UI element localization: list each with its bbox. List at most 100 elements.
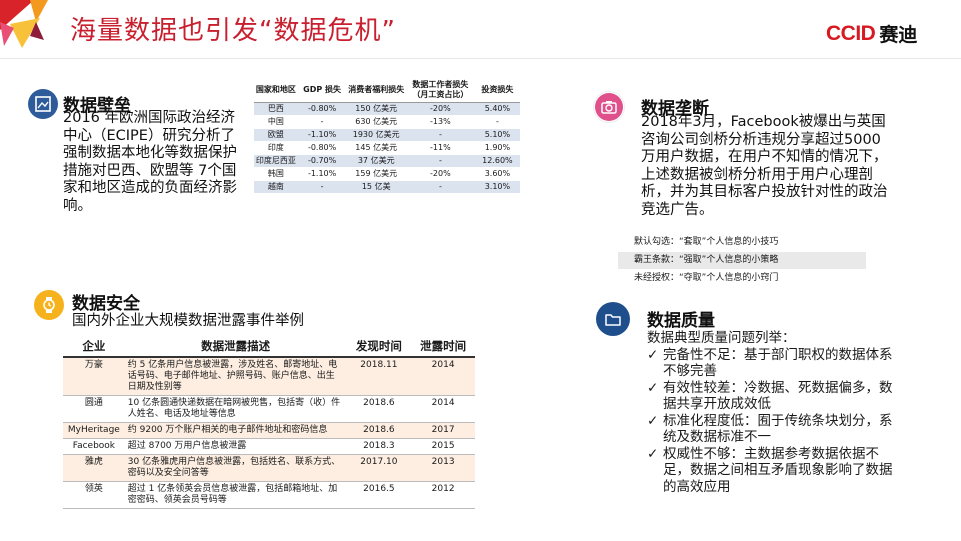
watch-icon xyxy=(34,290,64,320)
camera-icon xyxy=(593,91,625,123)
table-cell: 欧盟 xyxy=(254,128,298,142)
table-cell: - xyxy=(405,128,475,142)
table-cell: - xyxy=(297,115,347,129)
col-header: 数据工作者损失（月工资占比） xyxy=(405,78,475,103)
table-cell: 万豪 xyxy=(63,357,125,396)
col-header: 泄露时间 xyxy=(411,337,475,358)
label-default-check: 默认勾选：“套取”个人信息的小技巧 xyxy=(618,234,866,252)
table-row: 韩国 -1.10% 159 亿美元 -20% 3.60% xyxy=(254,167,520,181)
barrier-title: 数据壁垒 xyxy=(63,96,131,116)
list-item-text: 完备性不足：基于部门职权的数据体系不够完善 xyxy=(663,346,893,380)
table-row: Facebook 超过 8700 万用户信息被泄露 2018.3 2015 xyxy=(63,438,475,455)
table-cell: - xyxy=(474,115,520,129)
col-header: 投资损失 xyxy=(474,78,520,103)
table-cell: MyHeritage xyxy=(63,422,125,439)
table-cell: 2018.11 xyxy=(346,357,412,396)
table-row: 圆通 10 亿条圆通快递数据在暗网被兜售，包括寄（收）件人姓名、电话及地址等信息 2… xyxy=(63,395,475,423)
security-subtitle: 国内外企业大规模数据泄露事件举例 xyxy=(72,313,304,329)
checkmark-icon: ✓ xyxy=(647,412,659,429)
col-header: GDP 损失 xyxy=(297,78,347,103)
table-cell: 630 亿美元 xyxy=(346,115,406,129)
table-cell: 2017 xyxy=(411,422,475,439)
checkmark-icon: ✓ xyxy=(647,379,659,396)
checkmark-icon: ✓ xyxy=(647,445,659,462)
table-cell: 2014 xyxy=(411,357,475,396)
table-cell: 圆通 xyxy=(63,395,125,423)
col-header: 数据泄露描述 xyxy=(124,337,347,358)
table-cell: 2017.10 xyxy=(346,454,412,482)
table-cell: 2013 xyxy=(411,454,475,482)
col-header: 企业 xyxy=(63,337,125,358)
table-cell: 领英 xyxy=(63,481,125,509)
table-cell: 巴西 xyxy=(254,102,298,116)
table-cell: 雅虎 xyxy=(63,454,125,482)
table-cell: -20% xyxy=(405,102,475,116)
table-cell: 2018.3 xyxy=(346,438,412,455)
quality-list: 数据典型质量问题列举： ✓ 完备性不足：基于部门职权的数据体系不够完善 ✓ 有效性较… xyxy=(647,330,897,495)
list-item: ✓ 有效性较差：冷数据、死数据偏多，数据共享开放成效低 xyxy=(647,380,897,413)
table-cell: 12.60% xyxy=(474,154,520,168)
list-item: ✓ 完备性不足：基于部门职权的数据体系不够完善 xyxy=(647,347,897,380)
table-cell: -1.10% xyxy=(297,167,347,181)
table-cell: 印度尼西亚 xyxy=(254,154,298,168)
table-cell: 1930 亿美元 xyxy=(346,128,406,142)
list-item: ✓ 标准化程度低：囿于传统条块划分，系统及数据标准不一 xyxy=(647,413,897,446)
monopoly-title: 数据垄断 xyxy=(641,99,709,119)
table-cell: - xyxy=(297,180,347,194)
table-cell: -20% xyxy=(405,167,475,181)
economic-impact-table: 国家和地区 GDP 损失 消费者福利损失 数据工作者损失（月工资占比） 投资损失… xyxy=(254,78,520,194)
table-cell: 150 亿美元 xyxy=(346,102,406,116)
table-cell: - xyxy=(405,154,475,168)
table-cell: 2016.5 xyxy=(346,481,412,509)
folder-icon xyxy=(596,302,630,336)
checkmark-icon: ✓ xyxy=(647,346,659,363)
table-cell: 超过 8700 万用户信息被泄露 xyxy=(124,438,347,455)
col-header: 国家和地区 xyxy=(254,78,298,103)
table-row: 雅虎 30 亿条雅虎用户信息被泄露，包括姓名、联系方式、密码以及安全问答等 2017… xyxy=(63,454,475,482)
barrier-text: 2016 年欧洲国际政治经济中心（ECIPE）研究分析了强制数据本地化等数据保护… xyxy=(63,110,237,214)
table-cell: 印度 xyxy=(254,141,298,155)
monopoly-labels: 默认勾选：“套取”个人信息的小技巧 霸王条款：“强取”个人信息的小策略 未经授权… xyxy=(618,234,866,288)
col-header: 消费者福利损失 xyxy=(346,78,406,103)
table-row: MyHeritage 约 9200 万个账户相关的电子邮件地址和密码信息 2018.… xyxy=(63,422,475,439)
table-row: 中国 -630 亿美元 -13% - xyxy=(254,115,520,129)
monopoly-text: 2018年3月，Facebook被爆出与英国咨询公司剑桥分析违规分享超过5000… xyxy=(641,114,888,218)
table-cell: Facebook xyxy=(63,438,125,455)
table-cell: 超过 1 亿条领英会员信息被泄露，包括邮箱地址、加密密码、领英会员号码等 xyxy=(124,481,347,509)
table-cell: 159 亿美元 xyxy=(346,167,406,181)
table-cell: 韩国 xyxy=(254,167,298,181)
table-cell: 2012 xyxy=(411,481,475,509)
table-cell: 3.60% xyxy=(474,167,520,181)
table-cell: 2014 xyxy=(411,395,475,423)
table-cell: 中国 xyxy=(254,115,298,129)
list-item-text: 权威性不够：主数据参考数据依据不足，数据之间相互矛盾现象影响了数据的高效应用 xyxy=(663,445,893,495)
label-unauthorized: 未经授权：“夺取”个人信息的小窍门 xyxy=(618,270,866,288)
table-cell: 15 亿美 xyxy=(346,180,406,194)
security-title: 数据安全 xyxy=(72,294,140,314)
list-item: ✓ 权威性不够：主数据参考数据依据不足，数据之间相互矛盾现象影响了数据的高效应用 xyxy=(647,446,897,496)
quality-title: 数据质量 xyxy=(647,311,715,331)
table-cell: -11% xyxy=(405,141,475,155)
table-header-row: 国家和地区 GDP 损失 消费者福利损失 数据工作者损失（月工资占比） 投资损失 xyxy=(254,78,520,103)
table-cell: 2018.6 xyxy=(346,395,412,423)
table-row: 巴西 -0.80% 150 亿美元 -20% 5.40% xyxy=(254,102,520,116)
table-cell: -0.80% xyxy=(297,102,347,116)
table-row: 万豪约 5 亿条用户信息被泄露，涉及姓名、邮寄地址、电话号码、电子邮件地址、护照… xyxy=(63,357,475,396)
table-cell: 10 亿条圆通快递数据在暗网被兜售，包括寄（收）件人姓名、电话及地址等信息 xyxy=(124,395,347,423)
page-title: 海量数据也引发“数据危机” xyxy=(70,16,396,46)
breach-events-table: 企业 数据泄露描述 发现时间 泄露时间 万豪约 5 亿条用户信息被泄露，涉及姓名… xyxy=(63,337,475,509)
logo-text-en: CCID xyxy=(826,21,876,45)
header-decoration xyxy=(0,0,48,48)
table-cell: 37 亿美元 xyxy=(346,154,406,168)
label-overlord-clause: 霸王条款：“强取”个人信息的小策略 xyxy=(618,252,866,270)
table-cell: - xyxy=(405,180,475,194)
table-row: 印度 -0.80% 145 亿美元 -11% 1.90% xyxy=(254,141,520,155)
table-cell: -0.70% xyxy=(297,154,347,168)
table-row: 欧盟 -1.10% 1930 亿美元 -5.10% xyxy=(254,128,520,142)
ccid-logo: CCID 赛迪 xyxy=(826,20,917,47)
table-row: 印度尼西亚 -0.70% 37 亿美元 -12.60% xyxy=(254,154,520,168)
table-cell: -0.80% xyxy=(297,141,347,155)
quality-intro: 数据典型质量问题列举： xyxy=(647,330,796,346)
table-cell: -13% xyxy=(405,115,475,129)
table-cell: 3.10% xyxy=(474,180,520,194)
